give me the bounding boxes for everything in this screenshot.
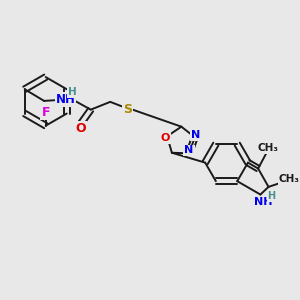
Text: CH₃: CH₃ (257, 143, 278, 153)
Text: O: O (76, 122, 86, 135)
Text: N: N (184, 146, 194, 155)
Text: H: H (68, 87, 77, 97)
Text: N: N (191, 130, 200, 140)
Text: O: O (160, 133, 170, 143)
Text: NH: NH (56, 93, 75, 106)
Text: S: S (123, 103, 132, 116)
Text: CH₃: CH₃ (278, 174, 299, 184)
Text: H: H (267, 191, 275, 202)
Text: F: F (41, 106, 50, 118)
Text: NH: NH (254, 197, 273, 207)
